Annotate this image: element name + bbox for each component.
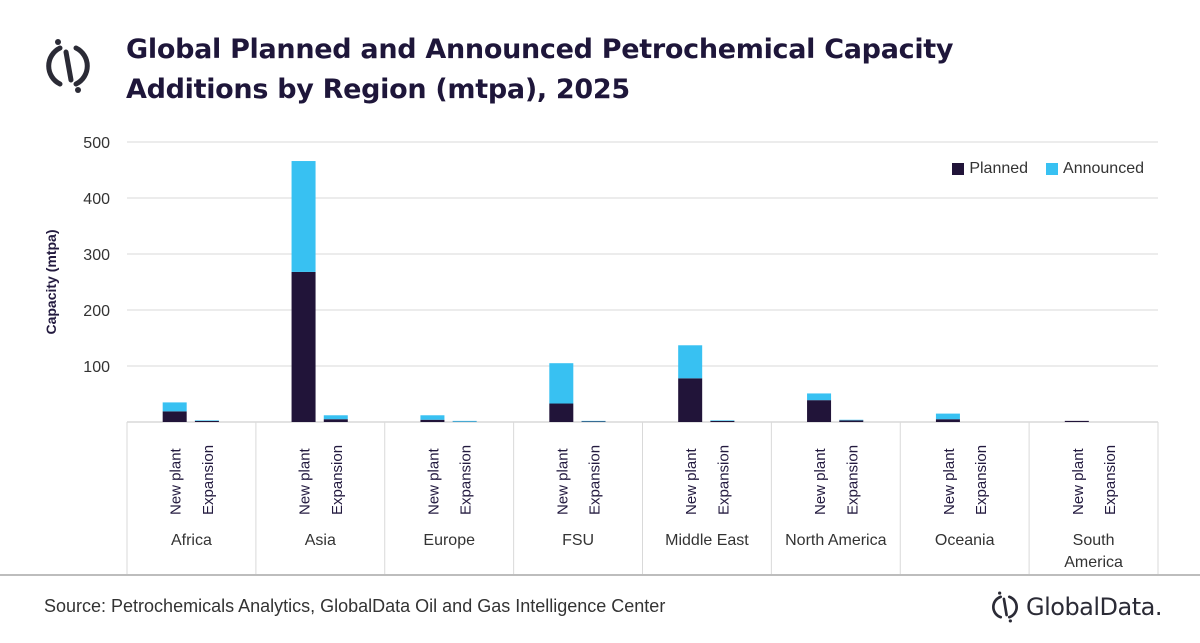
y-axis-label: Capacity (mtpa): [43, 229, 59, 334]
bar-planned-middle-east-expansion: [710, 420, 735, 422]
title-line-1: Global Planned and Announced Petrochemic…: [126, 34, 954, 65]
globaldata-logo-icon: [40, 38, 96, 94]
region-label: Oceania: [935, 532, 995, 549]
region-label: Middle East: [665, 532, 749, 549]
footer-divider: [0, 574, 1200, 576]
legend-item-planned: Planned: [952, 160, 1028, 178]
bar-announced-asia-expansion: [323, 415, 348, 420]
sub-category-label: New plant: [554, 447, 571, 515]
bar-planned-asia-new-plant: [291, 271, 316, 422]
sub-category-label: New plant: [297, 447, 314, 515]
bar-planned-middle-east-new-plant: [678, 378, 703, 422]
brand-name: GlobalData.: [1026, 593, 1163, 621]
bar-announced-north-america-new-plant: [807, 393, 832, 401]
bar-announced-north-america-expansion: [839, 419, 864, 421]
legend-item-announced: Announced: [1046, 160, 1144, 178]
bar-planned-fsu-new-plant: [549, 403, 574, 422]
legend-label-planned: Planned: [969, 160, 1029, 177]
region-label: North America: [785, 532, 886, 549]
globaldata-brand-icon: [992, 591, 1018, 623]
bar-planned-south-america-new-plant: [1064, 420, 1089, 422]
title-line-2: Additions by Region (mtpa), 2025: [126, 74, 630, 105]
sub-category-label: New plant: [168, 447, 185, 515]
sub-category-label: Expansion: [200, 445, 217, 515]
region-label: Africa: [171, 532, 212, 549]
region-label: South: [1073, 532, 1115, 549]
brand-logo: GlobalData.: [990, 590, 1163, 624]
bar-planned-asia-expansion: [323, 419, 348, 422]
y-tick-label: 200: [83, 303, 110, 320]
bar-planned-africa-expansion: [194, 420, 219, 422]
sub-category-label: New plant: [1070, 447, 1087, 515]
bar-planned-fsu-expansion: [581, 421, 606, 422]
sub-category-label: New plant: [683, 447, 700, 515]
legend-swatch-announced: [1046, 163, 1059, 175]
bar-announced-fsu-new-plant: [549, 363, 574, 404]
source-note: Source: Petrochemicals Analytics, Global…: [44, 596, 666, 616]
sub-category-label: Expansion: [715, 445, 732, 515]
sub-category-label: Expansion: [329, 445, 346, 515]
sub-category-label: Expansion: [587, 445, 604, 515]
legend: Planned Announced: [952, 160, 1144, 178]
region-label: Europe: [423, 532, 475, 549]
chart-title: Global Planned and Announced Petrochemic…: [126, 30, 953, 110]
bar-planned-north-america-new-plant: [807, 400, 832, 422]
sub-category-label: New plant: [812, 447, 829, 515]
y-tick-label: 300: [83, 247, 110, 264]
bar-announced-middle-east-new-plant: [678, 345, 703, 379]
bar-announced-europe-new-plant: [420, 415, 445, 420]
legend-swatch-planned: [952, 163, 965, 175]
bar-planned-europe-new-plant: [420, 419, 445, 422]
sub-category-label: Expansion: [973, 445, 990, 515]
bar-announced-fsu-expansion: [581, 420, 606, 422]
sub-category-label: New plant: [425, 447, 442, 515]
y-tick-label: 100: [83, 359, 110, 376]
bar-announced-oceania-new-plant: [935, 413, 960, 420]
sub-category-label: Expansion: [458, 445, 475, 515]
sub-category-label: Expansion: [844, 445, 861, 515]
sub-category-label: Expansion: [1102, 445, 1119, 515]
bar-planned-africa-new-plant: [162, 411, 187, 422]
legend-label-announced: Announced: [1063, 160, 1144, 177]
region-label: America: [1064, 554, 1123, 571]
bar-announced-africa-expansion: [194, 420, 219, 421]
region-label: FSU: [562, 532, 594, 549]
bar-announced-africa-new-plant: [162, 402, 187, 412]
bar-planned-north-america-expansion: [839, 420, 864, 422]
y-tick-label: 400: [83, 191, 110, 208]
bar-announced-europe-expansion: [452, 420, 477, 422]
region-label: Asia: [305, 532, 336, 549]
sub-category-label: New plant: [941, 447, 958, 515]
bar-announced-asia-new-plant: [291, 161, 316, 272]
bar-announced-middle-east-expansion: [710, 420, 735, 421]
y-tick-label: 500: [83, 135, 110, 152]
bar-planned-oceania-new-plant: [935, 419, 960, 422]
